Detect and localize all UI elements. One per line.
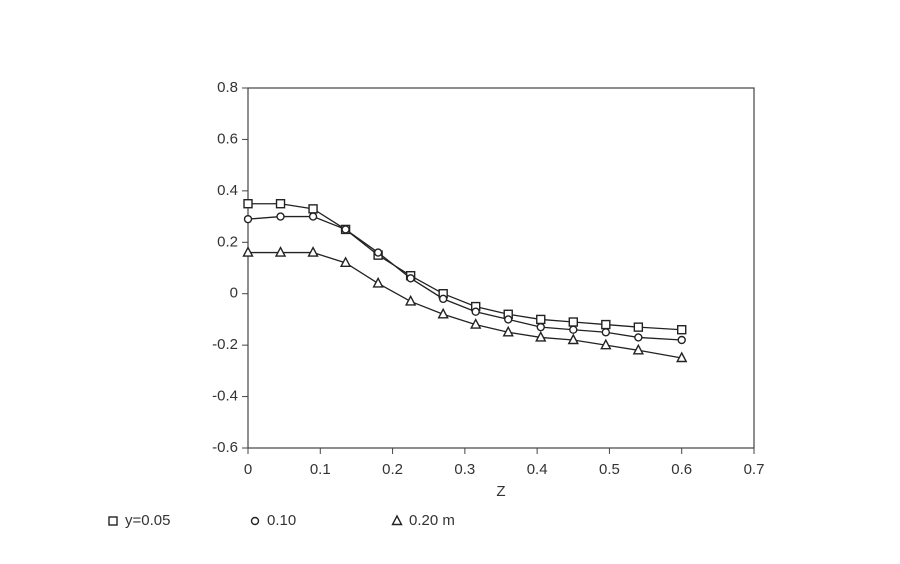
marker [308,212,318,221]
legend-label: 0.20 m [409,512,455,529]
marker [632,343,645,355]
marker [536,322,545,332]
marker [535,330,547,342]
marker [634,333,643,342]
marker [242,246,254,257]
x-tick-label: 0.5 [599,461,620,478]
marker [243,214,253,224]
legend-label: y=0.05 [125,512,170,529]
legend-marker [250,516,260,526]
marker [470,318,482,329]
legend-marker [391,514,403,526]
series-line [248,251,682,359]
marker [567,333,579,345]
marker [633,322,644,332]
y-tick-label: 0.2 [217,233,238,250]
y-tick-label: 0.6 [217,130,238,147]
marker [568,317,578,327]
legend-label: 0.10 [267,512,296,529]
y-tick-label: -0.4 [212,388,238,405]
marker [601,319,611,330]
marker [243,199,253,209]
x-tick-label: 0.6 [671,461,692,478]
marker [438,294,448,304]
marker [677,335,686,345]
marker [502,325,514,337]
marker [341,225,350,234]
marker [677,325,687,335]
x-tick-label: 0 [244,461,252,478]
x-tick-label: 0.4 [527,461,548,478]
marker [372,276,384,288]
x-tick-label: 0.7 [744,461,765,478]
marker [601,328,611,337]
marker [308,204,318,214]
marker [569,325,578,334]
marker [676,351,688,363]
y-tick-label: -0.2 [212,336,238,353]
x-tick-label: 0.3 [454,461,475,478]
y-tick-label: 0.4 [217,182,238,199]
x-axis-label: Z [496,483,505,500]
marker [536,314,546,325]
y-tick-label: 0 [230,285,238,302]
legend-marker [108,516,118,526]
x-tick-label: 0.2 [382,461,403,478]
marker [275,199,286,209]
marker [437,307,449,319]
series-line [247,215,682,341]
marker [339,256,352,268]
marker [404,294,417,306]
marker [504,315,513,324]
marker [471,307,480,316]
marker [600,338,612,350]
x-tick-label: 0.1 [310,461,331,478]
y-tick-label: 0.8 [217,79,238,96]
y-tick-label: -0.6 [212,439,238,456]
series-line [248,203,682,331]
marker [373,248,383,257]
marker [406,274,415,283]
marker [307,246,319,257]
marker [274,246,287,257]
plot-frame [247,87,755,449]
marker [276,212,285,221]
